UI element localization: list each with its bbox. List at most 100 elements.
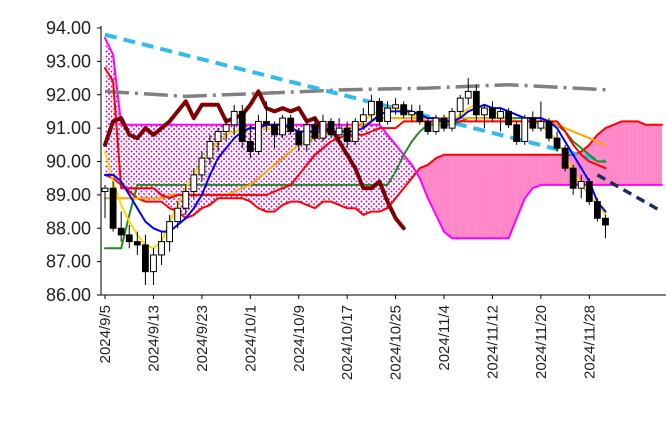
cloud-segment [435,154,445,232]
candle-up [254,120,262,152]
cloud-segment [226,124,235,199]
candle-up [319,120,327,139]
candle-down [472,90,480,116]
cloud-segment [476,154,485,239]
cloud-segment [355,124,364,215]
candle-down [246,140,254,152]
candle-up [392,104,400,109]
candle-down [553,137,561,149]
y-tick-label: 90.00 [46,152,91,172]
candle-up [464,90,472,99]
cloud-segment [460,154,469,239]
candle-down [311,124,319,139]
candle-down [295,130,303,146]
cloud-segment [121,124,130,192]
cloud-segment [419,164,428,199]
candle-down [117,227,125,236]
candle-down [238,110,246,142]
candle-down [271,124,278,136]
x-tick-label: 2024/11/20 [533,305,550,379]
cloud-segment [508,154,517,239]
candle-up [367,100,375,116]
cloud-segment [653,124,662,185]
cloud-segment [444,154,453,239]
x-tick-label: 2024/10/1 [242,305,259,372]
x-tick-label: 2024/10/17 [339,305,356,380]
y-tick-label: 89.00 [46,185,91,205]
cloud-segment [234,124,243,199]
cloud-segment [468,154,477,239]
candle-down [424,120,432,132]
candle-up [279,117,287,136]
candle-up [150,254,157,273]
span-a-line [104,37,663,240]
cloud-segment [452,154,461,239]
y-tick-label: 94.00 [46,18,91,38]
cloud-segment [161,124,170,209]
x-tick-label: 2024/10/9 [291,305,308,372]
cloud-segment [532,154,541,189]
cloud-segment [274,124,283,212]
candle-down [561,147,569,169]
cloud-segment [492,154,501,239]
span-b-line [104,120,663,220]
candle-up [182,191,190,209]
candle-up [577,181,585,189]
trendline-down-line [104,32,606,164]
y-tick-label: 93.00 [46,51,91,71]
cloud-segment [500,154,509,239]
candle-down [585,181,593,203]
cloud-segment [629,121,638,185]
cloud-segment [347,124,356,209]
x-tick-label: 2024/9/13 [146,305,163,372]
candle-down [545,120,553,139]
candle-up [222,124,230,132]
candle-down [263,120,270,126]
candle-up [432,117,440,132]
candle-down [125,234,133,243]
cloud-segment [363,124,372,215]
candle-up [521,117,529,142]
candle-up [480,107,488,116]
cloud-segment [621,121,630,185]
cloud-segment [169,124,178,212]
cloud-segment [282,124,291,205]
cloud-segment [548,154,558,185]
candle-up [303,124,311,146]
cloud-segment [137,124,146,202]
y-tick-label: 91.00 [46,118,91,138]
candle-up [497,110,504,119]
candle-down [287,117,295,132]
candle-down [513,124,521,142]
candle-up [206,140,214,159]
candle-down [133,241,141,246]
candle-down [569,167,577,189]
candle-up [174,207,182,223]
candle-up [351,120,359,142]
resistance-line-line [104,82,606,99]
candle-down [529,117,537,129]
candle-up [166,221,174,243]
y-tick-label: 92.00 [46,85,91,105]
cloud-segment [484,154,493,239]
y-tick-label: 86.00 [46,285,91,305]
x-tick-label: 2024/10/25 [388,305,405,380]
x-tick-label: 2024/9/23 [194,305,211,372]
candle-up [101,187,109,193]
cloud-segment [129,124,138,199]
candle-down [376,100,383,122]
candle-up [335,127,343,136]
candle-up [214,130,222,142]
cloud-segment [581,144,590,185]
cloud-segment [645,124,654,185]
candle-down [400,104,408,116]
candle-down [440,117,448,129]
candle-up [537,120,545,129]
candle-up [198,157,206,176]
cloud-segment [306,124,315,209]
lagging-span-line [103,89,406,231]
cloud-segment [153,124,162,202]
candle-down [505,110,513,126]
axes-layer: 86.00 87.00 88.00 89.00 90.00 91.00 92.00 93.00… [46,18,666,380]
